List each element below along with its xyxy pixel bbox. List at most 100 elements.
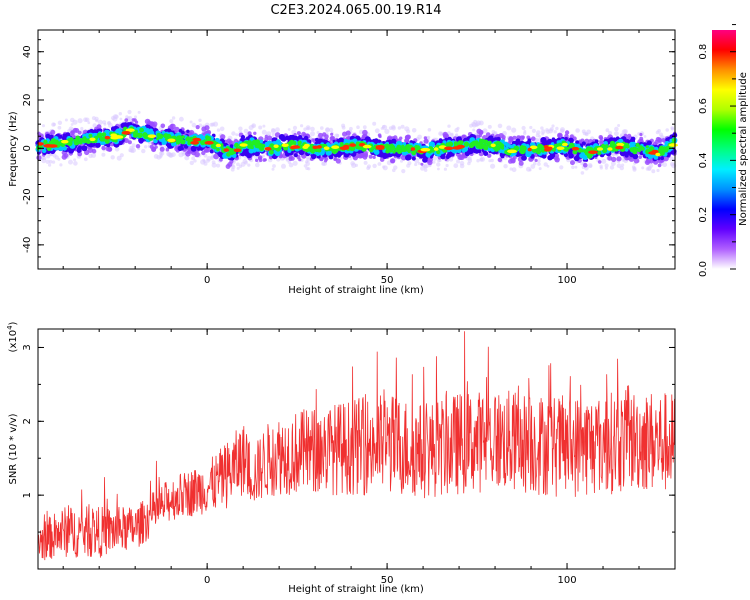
spectrogram-cell: [632, 166, 637, 171]
spectrogram-cell: [204, 148, 209, 153]
spectrogram-cell: [48, 163, 52, 167]
spectrogram-cell: [135, 144, 141, 149]
spectrogram-cell: [392, 150, 396, 154]
spectrogram-cell: [243, 149, 249, 154]
spectrogram-cell: [654, 139, 660, 145]
spectrogram-cell: [363, 160, 368, 165]
spectrogram-cell: [43, 139, 48, 145]
spectrogram-cell: [36, 155, 42, 161]
spectrogram-cell: [188, 129, 195, 136]
spectrogram-peak: [596, 147, 604, 151]
spectrogram-cell: [453, 141, 458, 146]
snr-marks: [37, 331, 676, 561]
spectrogram-cell: [574, 165, 578, 169]
spectrogram-cell: [405, 134, 411, 140]
spectrogram-cell: [52, 122, 56, 127]
spectrogram-cell: [316, 131, 320, 134]
spectrogram-y-tick-label: -20: [22, 188, 33, 204]
spectrogram-cell: [624, 153, 629, 158]
spectrogram-cell: [411, 156, 416, 161]
spectrogram-peak: [204, 141, 214, 145]
spectrogram-cell: [560, 128, 565, 133]
spectrogram-cell: [494, 147, 499, 152]
spectrogram-peak: [420, 147, 431, 152]
spectrogram-cell: [322, 132, 327, 137]
spectrogram-y-label: Frequency (Hz): [8, 111, 19, 187]
spectrogram-cell: [500, 154, 505, 159]
spectrogram-cell: [576, 143, 581, 148]
spectrogram-cell: [490, 163, 496, 169]
spectrogram-cell: [396, 144, 402, 150]
spectrogram-peak: [233, 148, 242, 153]
spectrogram-axes: 0 50 100 -40 -20 0 20 40: [22, 30, 676, 286]
spectrogram-cell: [463, 141, 469, 147]
spectrogram-peak: [89, 137, 96, 142]
spectrogram-peak: [349, 143, 356, 147]
spectrogram-cell: [301, 131, 306, 137]
spectrogram-cell: [666, 145, 672, 150]
spectrogram-peaks: [37, 128, 678, 157]
spectrogram-peak: [192, 137, 202, 142]
spectrogram-cell: [635, 142, 640, 148]
spectrogram-cell: [545, 128, 549, 132]
spectrogram-peak: [668, 143, 678, 147]
spectrogram-cell: [289, 134, 296, 141]
spectrogram-cell: [49, 134, 54, 139]
spectrogram-cell: [180, 138, 184, 143]
spectrogram-cell: [538, 167, 542, 171]
spectrogram-peak: [615, 145, 624, 150]
spectrogram-cell: [285, 156, 290, 161]
spectrogram-cell: [110, 115, 116, 121]
spectrogram-cell: [325, 127, 330, 133]
spectrogram-cell: [268, 155, 273, 160]
spectrogram-cell: [508, 136, 514, 141]
colorbar: 0.0 0.2 0.4 0.6 0.8 Normalized spectral ampl…: [698, 24, 749, 277]
spectrogram-cell: [521, 125, 526, 131]
spectrogram-cell: [165, 147, 170, 152]
spectrogram-cell: [287, 128, 291, 131]
spectrogram-cell: [206, 156, 212, 162]
spectrogram-cell: [660, 156, 664, 161]
spectrogram-cell: [546, 164, 550, 168]
spectrogram-cell: [205, 135, 210, 140]
spectrogram-cell: [525, 149, 529, 154]
spectrogram-cell: [656, 168, 660, 173]
spectrogram-cell: [372, 163, 377, 169]
spectrogram-cell: [573, 155, 580, 162]
spectrogram-panel: 0 50 100 -40 -20 0 20 40 Height of straight lin…: [8, 29, 678, 296]
spectrogram-cell: [271, 167, 275, 171]
spectrogram-peak: [61, 139, 69, 144]
spectrogram-cell: [608, 131, 613, 135]
spectrogram-cell: [428, 157, 433, 162]
spectrogram-cell: [646, 158, 652, 164]
spectrogram-peak: [302, 145, 309, 149]
spectrogram-cell: [236, 166, 240, 170]
spectrogram-cell: [589, 147, 594, 152]
colorbar-gradient: [712, 30, 736, 269]
spectrogram-peak: [121, 131, 131, 135]
spectrogram-cell: [274, 140, 280, 146]
spectrogram-cell: [535, 148, 539, 152]
spectrogram-cell: [426, 154, 431, 158]
spectrogram-marks: [35, 109, 678, 175]
spectrogram-cell: [530, 164, 536, 169]
spectrogram-cell: [73, 139, 80, 146]
spectrogram-cell: [659, 145, 664, 150]
spectrogram-cell: [461, 151, 466, 157]
spectrogram-cell: [195, 125, 200, 130]
spectrogram-cell: [198, 118, 202, 123]
spectrogram-cell: [95, 119, 99, 123]
spectrogram-cell: [183, 148, 187, 152]
spectrogram-cell: [70, 123, 74, 126]
spectrogram-cell: [167, 152, 172, 157]
spectrogram-cell: [296, 131, 301, 136]
spectrogram-cell: [443, 167, 447, 171]
spectrogram-cell: [227, 140, 232, 145]
spectrogram-cell: [372, 121, 377, 126]
spectrogram-cell: [391, 124, 396, 129]
spectrogram-cell: [551, 147, 556, 152]
spectrogram-cell: [320, 126, 324, 130]
spectrogram-cell: [116, 155, 122, 161]
spectrogram-cell: [513, 145, 520, 152]
spectrogram-cell: [563, 152, 569, 158]
